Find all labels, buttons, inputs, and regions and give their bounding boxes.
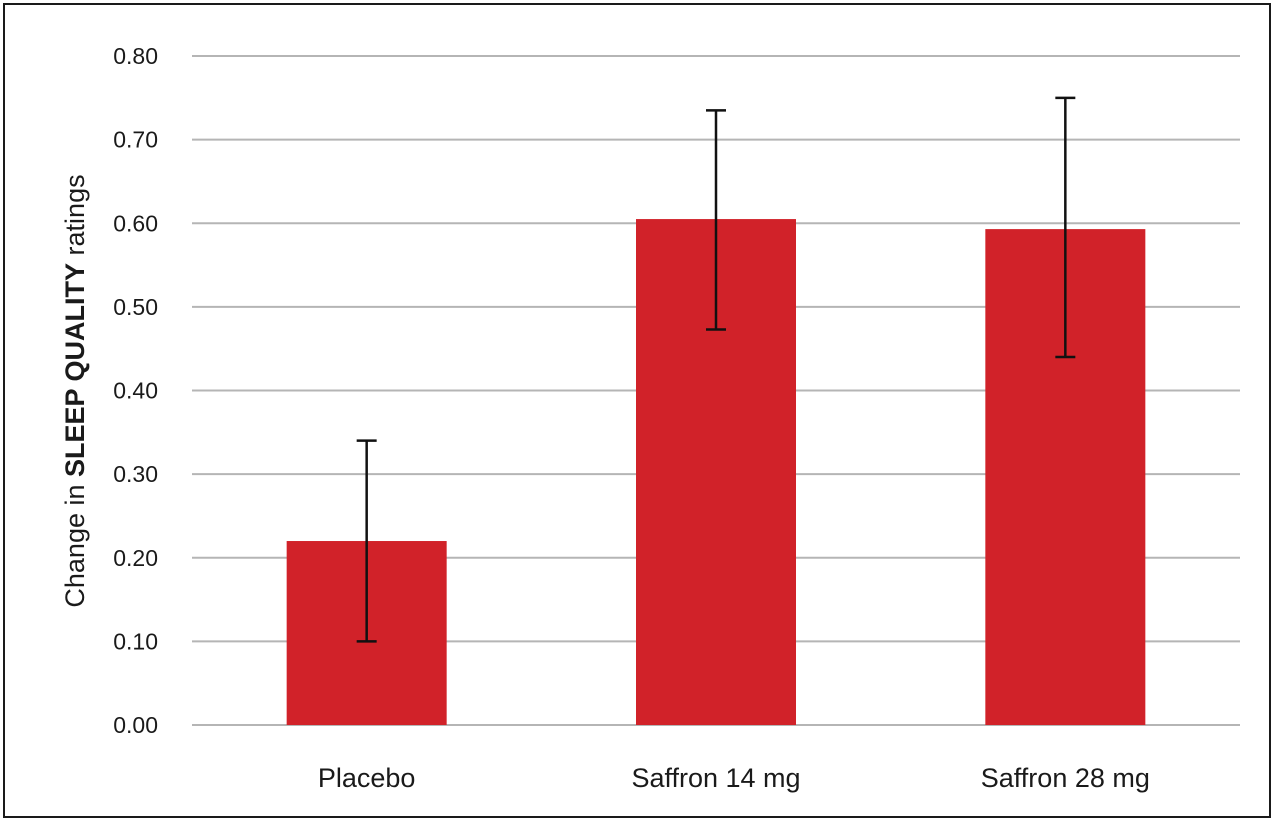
y-tick-label: 0.00 — [113, 712, 158, 738]
y-tick-label: 0.50 — [113, 294, 158, 320]
category-label: Placebo — [318, 763, 416, 793]
y-tick-labels: 0.00 0.10 0.20 0.30 0.40 0.50 0.60 0.70 0.80 — [113, 43, 158, 738]
y-tick-label: 0.70 — [113, 127, 158, 153]
category-label: Saffron 28 mg — [981, 763, 1150, 793]
y-tick-label: 0.30 — [113, 461, 158, 487]
y-tick-label: 0.80 — [113, 43, 158, 69]
category-labels: Placebo Saffron 14 mg Saffron 28 mg — [318, 763, 1150, 793]
y-tick-label: 0.40 — [113, 378, 158, 404]
error-bar — [356, 439, 377, 643]
y-axis-label-prefix: Change in — [60, 477, 90, 608]
y-axis-label-emphasis: SLEEP QUALITY — [60, 263, 90, 477]
error-bar — [1055, 96, 1076, 359]
chart-frame: 0.00 0.10 0.20 0.30 0.40 0.50 0.60 0.70 0.80 Pla… — [3, 3, 1271, 818]
error-bars — [356, 96, 1076, 643]
y-tick-label: 0.20 — [113, 545, 158, 571]
y-axis-label-suffix: ratings — [60, 174, 90, 263]
error-bar — [706, 109, 726, 331]
y-tick-label: 0.60 — [113, 210, 158, 236]
y-tick-label: 0.10 — [113, 628, 158, 654]
bar-chart: 0.00 0.10 0.20 0.30 0.40 0.50 0.60 0.70 0.80 Pla… — [60, 43, 1240, 793]
y-axis-label: Change in SLEEP QUALITY ratings — [60, 174, 90, 607]
category-label: Saffron 14 mg — [631, 763, 800, 793]
